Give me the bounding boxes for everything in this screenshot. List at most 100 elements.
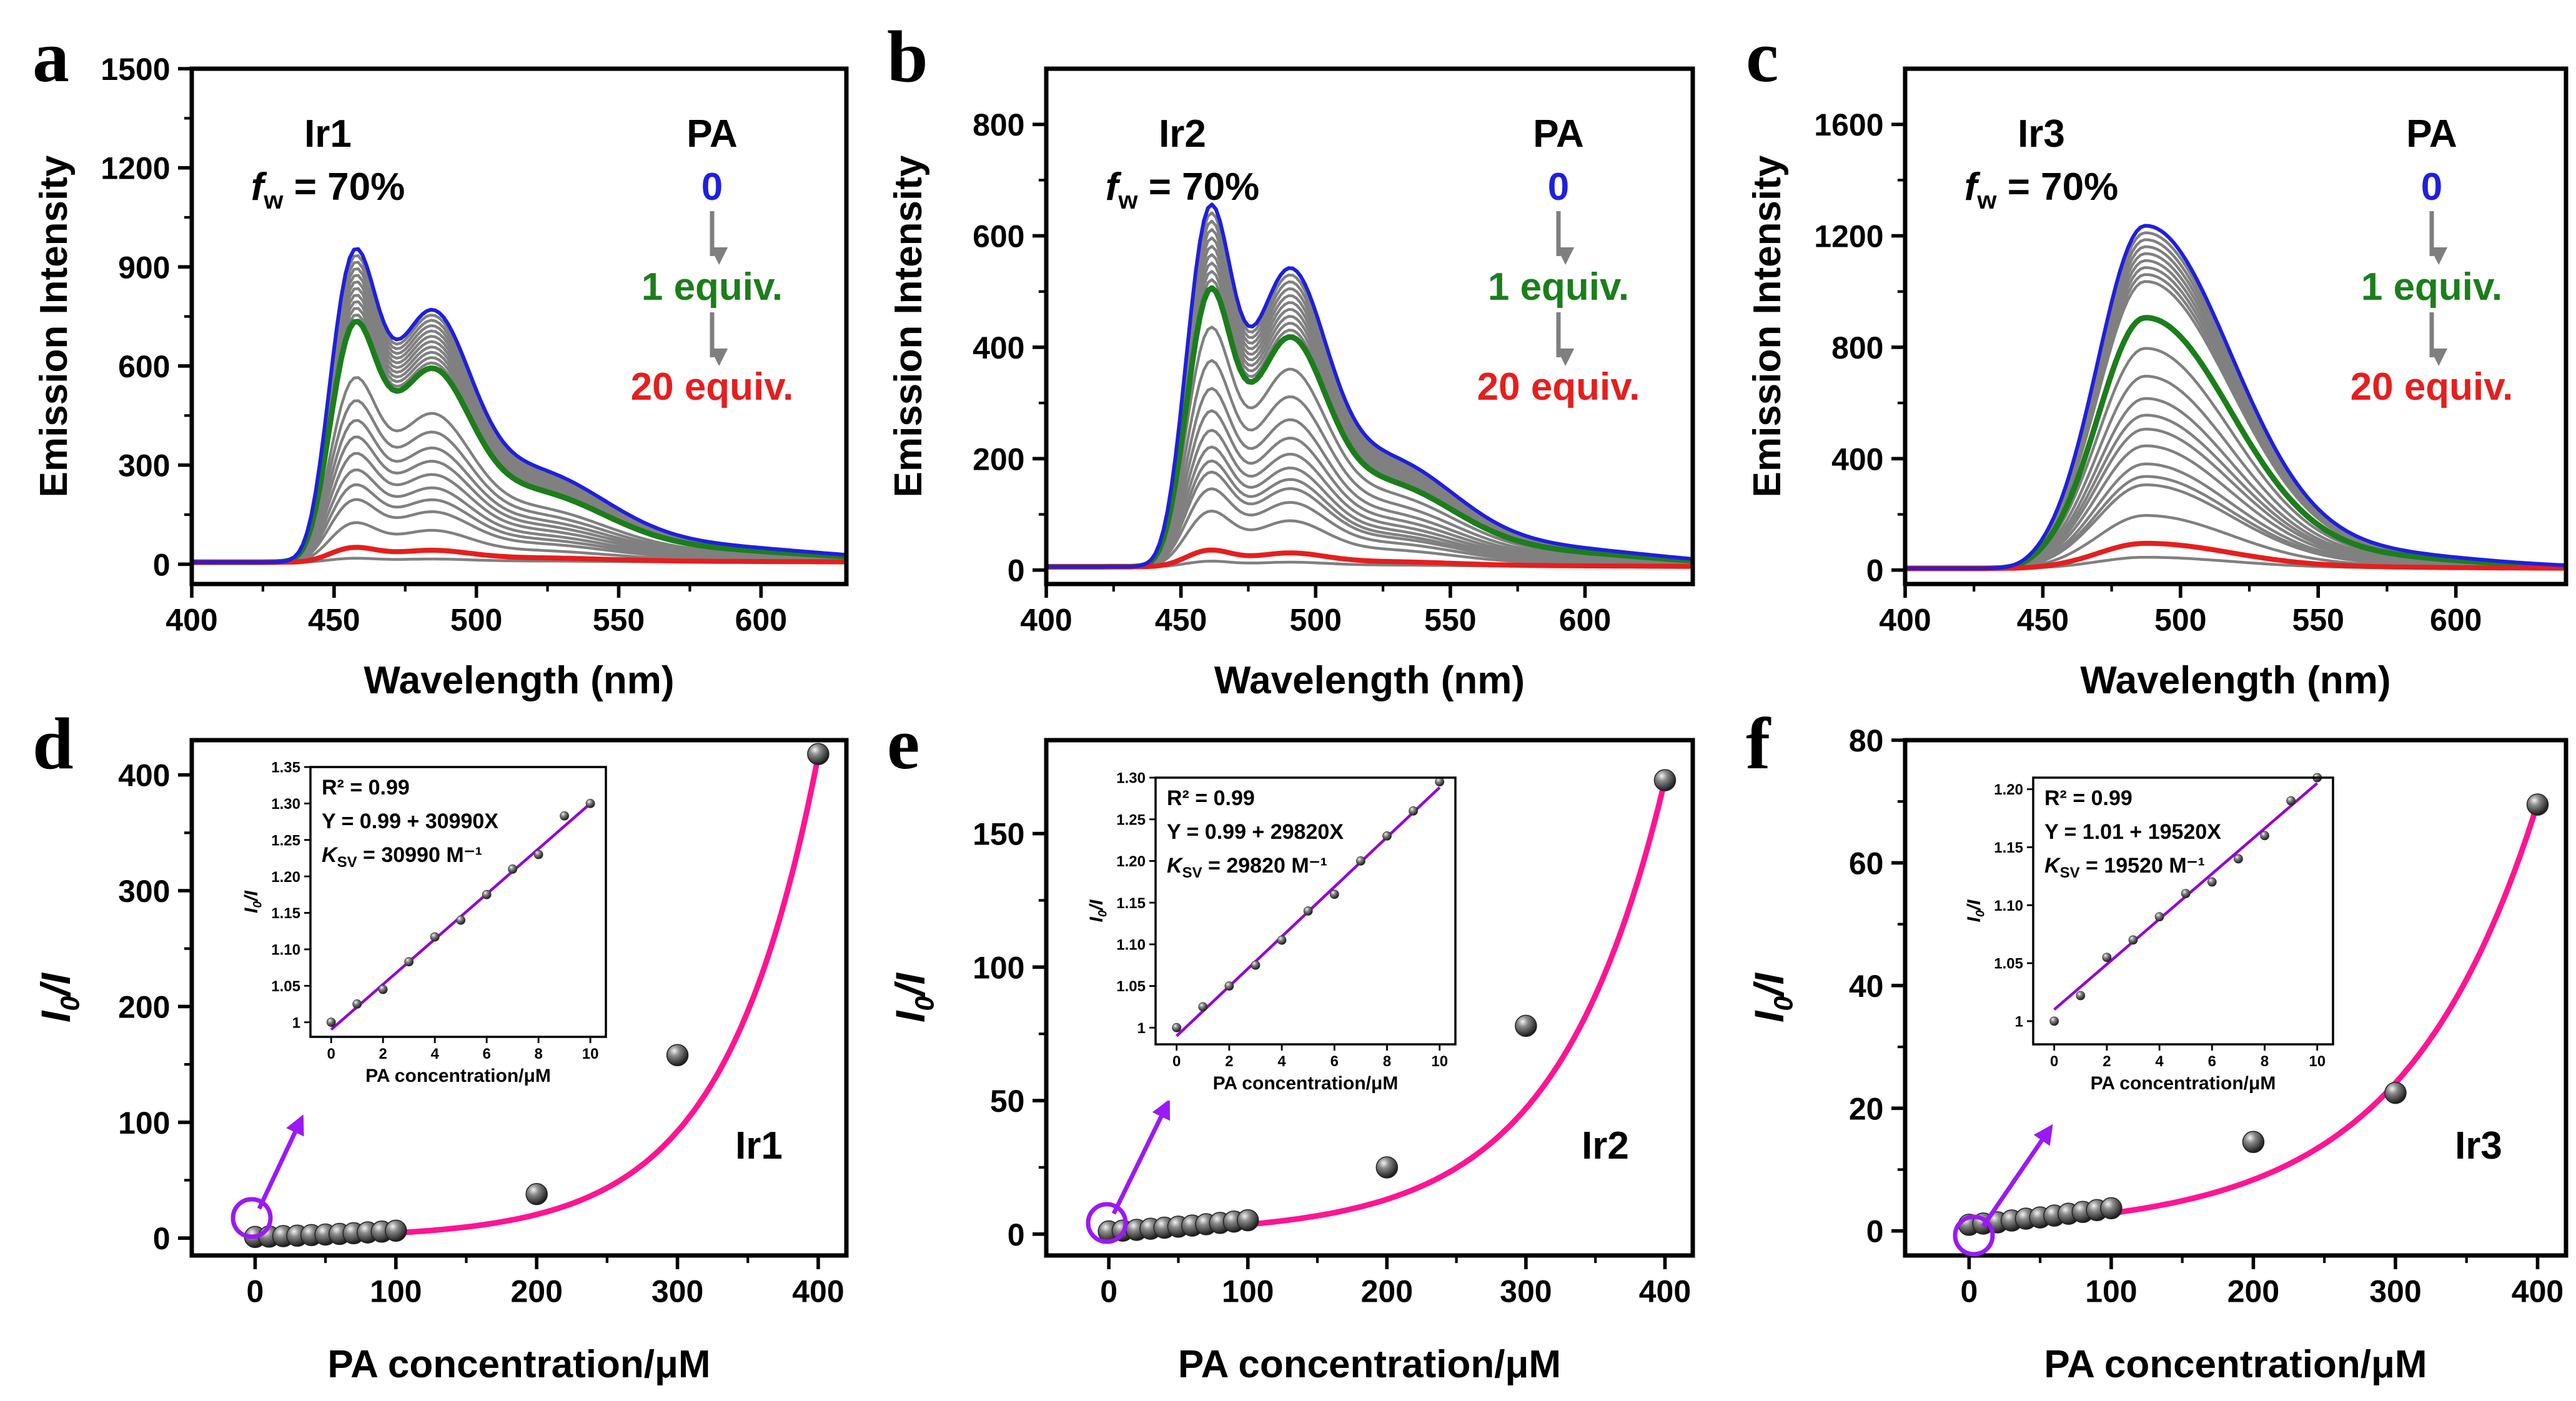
panel-f-x-axis-title: PA concentration/μM bbox=[2044, 1343, 2427, 1386]
panel-b-water-fraction: fw = 70% bbox=[1106, 166, 1260, 214]
panel-e-inset-data-point bbox=[1198, 1002, 1208, 1012]
panel-e-data-point bbox=[1515, 1014, 1537, 1037]
panel-e-inset-y-tick-label: 1.15 bbox=[1116, 895, 1146, 912]
panel-e-y-tick-label: 100 bbox=[973, 950, 1024, 985]
panel-c-legend-mid: 1 equiv. bbox=[2361, 265, 2502, 309]
panel-d-inset-y-tick-label: 1.30 bbox=[271, 796, 300, 813]
panel-e-inset-data-point bbox=[1409, 806, 1419, 816]
panel-e-label: e bbox=[887, 703, 919, 785]
panel-e-inset-equation: Y = 0.99 + 29820X bbox=[1167, 820, 1344, 844]
panel-e-data-point bbox=[1375, 1156, 1399, 1179]
panel-f-inset-ksv: KSV = 19520 M⁻¹ bbox=[2044, 854, 2205, 881]
panel-e-data-point bbox=[1236, 1209, 1259, 1232]
panel-d-data-point bbox=[807, 743, 830, 765]
panel-c-spectrum-20-equiv bbox=[1905, 540, 2567, 571]
panel-f-y-tick-label: 40 bbox=[1849, 969, 1884, 1004]
panel-a-y-tick-label: 600 bbox=[118, 349, 170, 384]
panel-e-y-tick-label: 150 bbox=[973, 817, 1024, 852]
panel-e-data-point bbox=[1653, 769, 1677, 791]
panel-c-spectrum-series bbox=[1905, 427, 2567, 570]
panel-d-x-tick-label: 0 bbox=[247, 1274, 264, 1309]
panel-d-inset-background bbox=[242, 748, 625, 1093]
panel-f-plot-frame bbox=[1903, 738, 2569, 1258]
panel-f-zoom-circle bbox=[1953, 1214, 1995, 1257]
panel-c-plot-frame bbox=[1903, 66, 2569, 587]
panel-e-inset-y-tick-label: 1.10 bbox=[1116, 937, 1146, 954]
panel-b-x-tick-label: 450 bbox=[1155, 603, 1207, 638]
panel-f-y-tick-label: 60 bbox=[1849, 846, 1884, 881]
panel-b-x-tick-label: 600 bbox=[1559, 603, 1611, 638]
panel-d-x-tick-label: 200 bbox=[510, 1274, 562, 1309]
panel-c-spectrum-0-equiv bbox=[1905, 224, 2567, 570]
panel-d-inset-y-tick-label: 1.15 bbox=[271, 905, 300, 922]
panel-d-inset-x-tick-label: 6 bbox=[482, 1046, 490, 1062]
panel-d-zoom-arrow bbox=[257, 1114, 304, 1210]
panel-c-legend-start: 0 bbox=[2421, 166, 2442, 209]
panel-b-y-tick-label: 800 bbox=[973, 107, 1024, 142]
panel-c-y-tick-label: 0 bbox=[1866, 553, 1884, 588]
panel-f-inset-background bbox=[1964, 759, 2352, 1101]
panel-c-x-tick-label: 500 bbox=[2154, 603, 2206, 638]
panel-d-inset-data-point bbox=[326, 1017, 336, 1027]
panel-a-x-tick-label: 500 bbox=[450, 603, 502, 638]
panel-c-water-fraction: fw = 70% bbox=[1964, 166, 2119, 214]
panel-b-x-axis-title: Wavelength (nm) bbox=[1214, 659, 1525, 702]
panel-f-data-point bbox=[2100, 1197, 2123, 1220]
panel-a-spectrum-20-equiv bbox=[192, 545, 845, 565]
panel-d-inset-plot-frame bbox=[309, 766, 607, 1038]
panel-e-inset-y-tick-label: 1.05 bbox=[1116, 978, 1146, 995]
panel-a-y-tick-label: 300 bbox=[118, 448, 170, 483]
panel-f-label: f bbox=[1746, 703, 1771, 785]
panel-e-plot-frame bbox=[1044, 738, 1695, 1258]
panel-c-x-tick-label: 600 bbox=[2430, 603, 2482, 638]
panel-f-inset-y-tick-label: 1 bbox=[2015, 1014, 2023, 1031]
panel-e-inset-x-tick-label: 0 bbox=[1172, 1053, 1181, 1070]
panel-b: 400 450 500 550 600 0 200 400 600 800 Wavelength (… bbox=[887, 16, 1695, 702]
panel-d-plot-frame bbox=[189, 738, 849, 1258]
panel-b-y-tick-label: 400 bbox=[973, 330, 1024, 365]
panel-f-y-tick-label: 20 bbox=[1849, 1091, 1884, 1126]
panel-c-y-tick-label: 1200 bbox=[1814, 219, 1883, 254]
panel-e-y-axis-title: I0/I bbox=[887, 972, 940, 1022]
panel-a-y-axis-title: Emission Intensity bbox=[32, 155, 76, 497]
panel-f-inset-x-tick-label: 2 bbox=[2103, 1053, 2111, 1070]
panel-e-x-tick-label: 200 bbox=[1361, 1274, 1413, 1309]
panel-a-spectrum-series bbox=[192, 267, 845, 564]
panel-e-inset-data-point bbox=[1303, 906, 1313, 916]
panel-e-inset-x-tick-label: 4 bbox=[1277, 1053, 1286, 1070]
panel-c-x-tick-label: 400 bbox=[1879, 603, 1931, 638]
panel-d-inset-data-point bbox=[352, 999, 362, 1009]
panel-d-x-axis-title: PA concentration/μM bbox=[327, 1343, 710, 1386]
panel-d-inset-data-point bbox=[533, 849, 543, 859]
panel-f-y-tick-label: 0 bbox=[1866, 1214, 1884, 1249]
panel-f-inset-y-tick-label: 1.10 bbox=[1994, 898, 2023, 914]
panel-d-y-axis-title: I0/I bbox=[32, 972, 86, 1022]
panel-d-inset-data-point bbox=[585, 798, 595, 808]
panel-c-compound-label: Ir3 bbox=[2018, 112, 2065, 156]
panel-a-legend-mid: 1 equiv. bbox=[642, 265, 783, 309]
panel-b-y-tick-label: 600 bbox=[973, 219, 1024, 254]
panel-b-compound-label: Ir2 bbox=[1159, 112, 1206, 156]
panel-d-inset-data-point bbox=[430, 932, 440, 942]
panel-b-y-tick-label: 200 bbox=[973, 442, 1024, 477]
panel-a-label: a bbox=[32, 16, 69, 97]
panel-a-x-tick-label: 550 bbox=[593, 603, 645, 638]
panel-b-plot-frame bbox=[1044, 66, 1695, 587]
panel-e-x-axis-title: PA concentration/μM bbox=[1178, 1343, 1561, 1386]
panel-f-inset-data-point bbox=[2128, 935, 2138, 945]
panel-f-inset-r-squared: R² = 0.99 bbox=[2044, 786, 2133, 810]
panel-e-x-tick-label: 0 bbox=[1100, 1274, 1117, 1309]
panel-a-legend-start: 0 bbox=[701, 166, 723, 209]
panel-d-inset-data-point bbox=[378, 984, 388, 994]
panel-e-zoom-circle bbox=[1086, 1202, 1128, 1244]
panel-f-inset-x-tick-label: 0 bbox=[2050, 1053, 2058, 1070]
panel-e-x-tick-label: 300 bbox=[1500, 1274, 1552, 1309]
panel-c-y-tick-label: 800 bbox=[1831, 330, 1883, 365]
panel-f-inset-data-point bbox=[2286, 796, 2296, 806]
panel-b-spectrum-series bbox=[1046, 409, 1693, 568]
panel-e-inset-x-tick-label: 10 bbox=[1431, 1053, 1448, 1070]
panel-b-legend-end: 20 equiv. bbox=[1477, 365, 1640, 408]
